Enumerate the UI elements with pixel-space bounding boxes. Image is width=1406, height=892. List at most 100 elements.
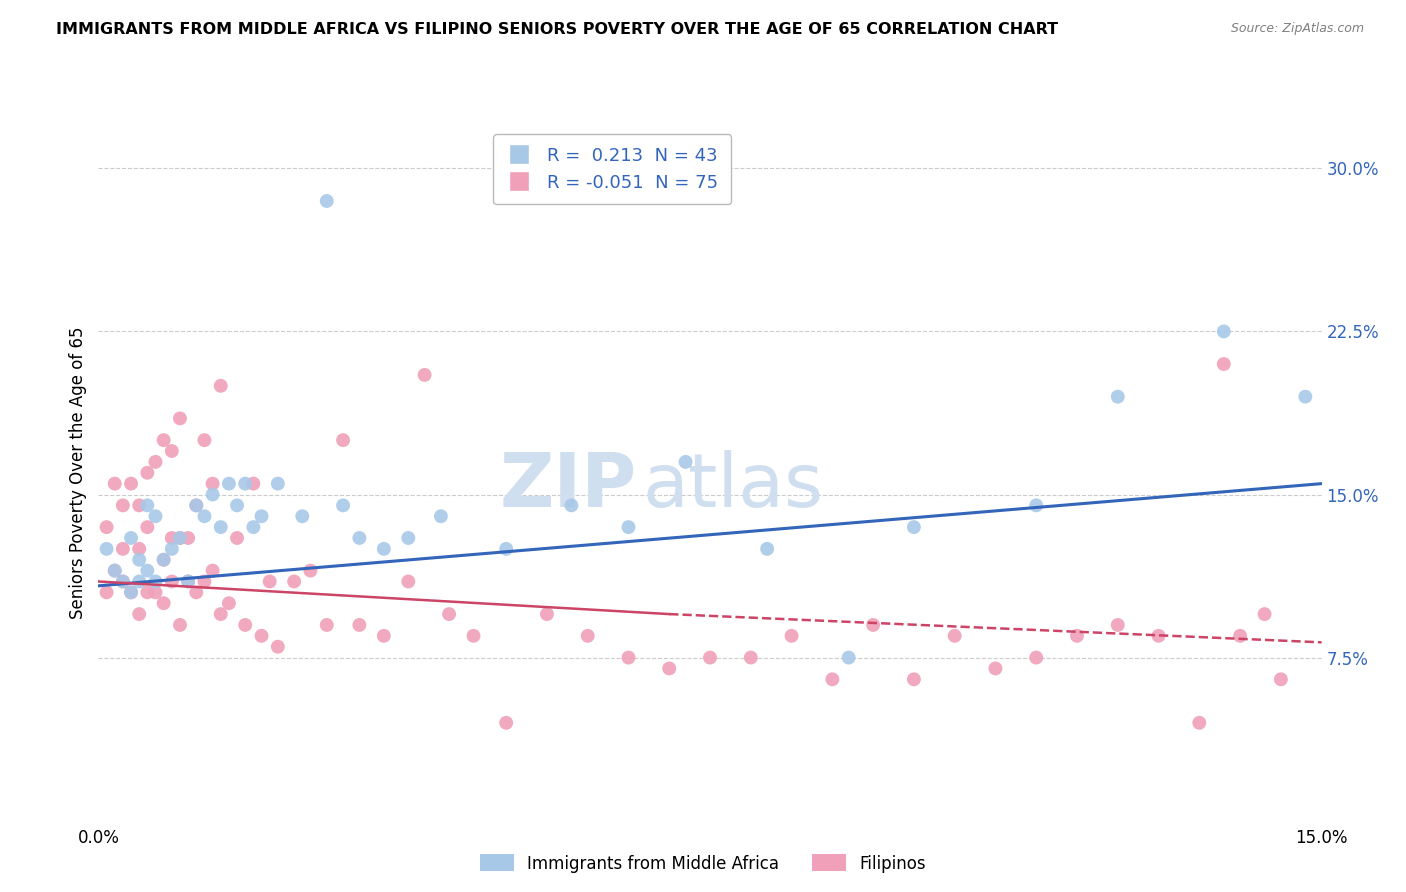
Point [226,531,249,545]
Legend: R =  0.213  N = 43, R = -0.051  N = 75: R = 0.213 N = 43, R = -0.051 N = 75 [494,134,731,204]
Point [96,520,118,534]
Point [209,520,232,534]
Point [373,541,395,556]
Point [136,499,159,513]
Point [740,650,762,665]
Point [463,629,485,643]
Point [120,476,142,491]
Point [111,574,134,589]
Point [675,455,697,469]
Point [96,585,118,599]
Point [250,509,273,524]
Point [104,476,127,491]
Point [299,564,322,578]
Point [160,531,183,545]
Point [186,499,208,513]
Point [218,476,240,491]
Point [128,541,150,556]
Y-axis label: Seniors Poverty Over the Age of 65: Seniors Poverty Over the Age of 65 [69,326,87,619]
Point [349,618,371,632]
Point [177,531,200,545]
Point [128,552,150,567]
Text: atlas: atlas [643,450,824,524]
Point [152,433,174,447]
Point [658,661,681,675]
Point [1107,390,1129,404]
Point [396,574,419,589]
Point [1188,715,1211,730]
Point [560,499,582,513]
Point [332,433,354,447]
Point [193,433,215,447]
Point [120,531,142,545]
Point [780,629,803,643]
Point [145,509,167,524]
Point [1066,629,1088,643]
Point [495,715,517,730]
Point [259,574,281,589]
Point [1212,357,1234,371]
Point [233,476,256,491]
Point [821,673,844,687]
Point [1270,673,1292,687]
Point [283,574,305,589]
Point [1147,629,1170,643]
Point [226,499,249,513]
Point [169,618,191,632]
Point [332,499,354,513]
Text: IMMIGRANTS FROM MIDDLE AFRICA VS FILIPINO SENIORS POVERTY OVER THE AGE OF 65 COR: IMMIGRANTS FROM MIDDLE AFRICA VS FILIPIN… [56,22,1059,37]
Point [128,574,150,589]
Point [145,455,167,469]
Point [984,661,1007,675]
Point [699,650,721,665]
Point [373,629,395,643]
Point [209,607,232,621]
Point [1212,325,1234,339]
Point [349,531,371,545]
Point [1253,607,1275,621]
Point [862,618,884,632]
Point [218,596,240,610]
Point [177,574,200,589]
Point [186,585,208,599]
Point [193,574,215,589]
Point [160,574,183,589]
Point [242,476,264,491]
Point [315,194,337,208]
Point [291,509,314,524]
Point [111,574,134,589]
Point [943,629,966,643]
Point [1229,629,1251,643]
Point [495,541,517,556]
Point [145,585,167,599]
Point [242,520,264,534]
Point [136,564,159,578]
Point [536,607,558,621]
Point [111,541,134,556]
Point [201,564,224,578]
Point [136,466,159,480]
Point [96,541,118,556]
Point [120,585,142,599]
Point [120,585,142,599]
Legend: Immigrants from Middle Africa, Filipinos: Immigrants from Middle Africa, Filipinos [474,847,932,880]
Point [430,509,453,524]
Text: Source: ZipAtlas.com: Source: ZipAtlas.com [1230,22,1364,36]
Point [169,531,191,545]
Text: ZIP: ZIP [499,450,637,524]
Point [903,520,925,534]
Point [169,411,191,425]
Point [169,531,191,545]
Point [413,368,436,382]
Point [315,618,337,632]
Point [396,531,419,545]
Point [1107,618,1129,632]
Point [201,487,224,501]
Point [838,650,860,665]
Point [136,585,159,599]
Point [209,378,232,392]
Point [145,574,167,589]
Point [160,444,183,458]
Point [267,476,290,491]
Point [152,596,174,610]
